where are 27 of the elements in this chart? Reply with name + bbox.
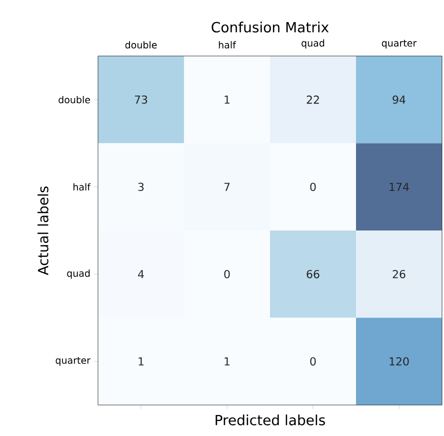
data-label: 22 <box>306 96 319 104</box>
y-tick-label: quarter <box>56 357 90 366</box>
x-tick-label: quarter <box>382 40 417 48</box>
y-tick-label: double <box>58 96 90 104</box>
data-label: 1 <box>224 357 230 366</box>
data-label: 26 <box>392 270 406 278</box>
data-label: 4 <box>138 270 144 278</box>
data-label: 66 <box>306 270 320 278</box>
data-label: 7 <box>224 182 230 191</box>
x-tick-label: quad <box>302 39 324 48</box>
data-label: 120 <box>390 357 409 366</box>
y-tick-label: quad <box>67 270 90 279</box>
data-label: 0 <box>224 270 230 278</box>
data-label: 1 <box>138 357 144 366</box>
data-label: 174 <box>390 182 409 191</box>
data-label: 3 <box>138 182 144 192</box>
y-tick-label: half <box>74 183 91 191</box>
data-label: 1 <box>224 96 230 104</box>
y-axis-title: Actual labels <box>38 186 48 276</box>
data-label: 94 <box>392 95 406 104</box>
x-axis-title: Predicted labels <box>216 414 325 426</box>
x-tick-label: half <box>218 41 236 48</box>
data-label: 0 <box>310 182 316 192</box>
data-label: 73 <box>134 95 148 104</box>
x-tick-label: double <box>125 41 157 48</box>
chart-title: Confusion Matrix <box>212 22 329 33</box>
data-label: 0 <box>310 357 316 366</box>
